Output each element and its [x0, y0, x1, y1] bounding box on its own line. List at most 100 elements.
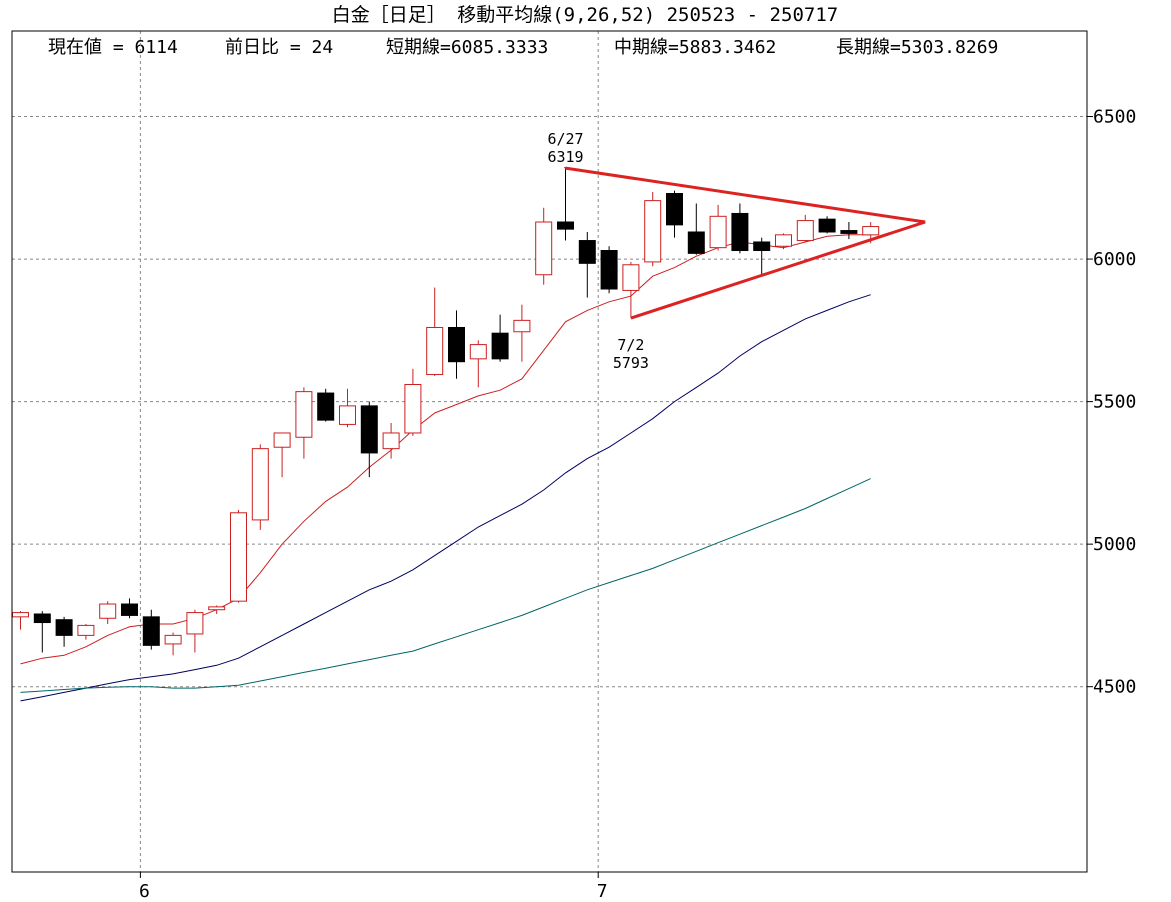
y-tick-label: 6500 [1093, 107, 1136, 128]
annotation-date: 7/2 [617, 336, 644, 354]
candle-body [230, 512, 247, 602]
candle [513, 304, 531, 362]
candle [77, 623, 95, 640]
triangle-upper-line [565, 166, 926, 224]
candle-body [775, 234, 792, 247]
candle [142, 609, 160, 650]
x-tick-label: 7 [597, 881, 608, 902]
moving-average-lines [20, 234, 871, 702]
candle-body [360, 405, 378, 454]
candle-body [731, 212, 749, 252]
candle-body [77, 624, 95, 636]
candle [121, 598, 138, 619]
candle [622, 261, 640, 319]
candle-body [557, 221, 574, 230]
candle-body [121, 603, 138, 616]
candle-body [622, 264, 640, 291]
candle-body [426, 326, 444, 376]
candle-body [818, 218, 836, 233]
candle-body [251, 448, 269, 521]
candle-body [753, 241, 771, 252]
candle-body [513, 319, 531, 333]
candle-body [12, 612, 29, 618]
candle-body [33, 613, 51, 624]
info-line: 現在値 = 6114 前日比 = 24 短期線=6085.3333 中期線=58… [48, 37, 998, 58]
candle [164, 632, 182, 656]
candle [55, 616, 73, 647]
candle [404, 368, 422, 436]
candle-body [796, 220, 814, 242]
candle [360, 401, 378, 478]
candle-body [578, 240, 596, 264]
candle [731, 203, 749, 254]
candle-body [448, 326, 465, 363]
candle-body [709, 215, 727, 249]
candle [796, 214, 814, 242]
plot-frame [11, 30, 1088, 873]
candle-body [644, 200, 662, 263]
candle [426, 287, 444, 376]
candle [448, 310, 465, 379]
y-axis: 4500 5000 5500 6000 6500 [1087, 107, 1136, 698]
candle-body [208, 606, 226, 611]
chart-title: 白金［日足］ 移動平均線(9,26,52) 250523 - 250717 [332, 4, 838, 26]
candle [230, 509, 247, 603]
candle [12, 611, 29, 630]
candle-body [142, 616, 160, 646]
mid-ma-label: 中期線=5883.3462 [614, 37, 776, 58]
candle [295, 387, 313, 459]
x-tick-label: 6 [139, 881, 150, 902]
candle-body [382, 432, 400, 450]
candle [775, 233, 792, 250]
short-ma-label: 短期線=6085.3333 [386, 37, 548, 58]
candle-body [164, 634, 182, 645]
candle-body [600, 250, 618, 290]
candle-body [469, 344, 487, 360]
annotation-date: 6/27 [547, 130, 583, 148]
candle [339, 388, 356, 428]
candle [600, 246, 618, 294]
candle [491, 314, 509, 362]
annotation-price: 6319 [547, 148, 583, 166]
candle [382, 422, 400, 459]
candle-body [840, 230, 858, 234]
candle-body [535, 221, 553, 276]
candle-body [273, 432, 291, 448]
candle [666, 190, 683, 238]
triangle-lower-line [630, 220, 926, 320]
candle [840, 222, 858, 240]
candle [273, 432, 291, 478]
candle [535, 207, 553, 285]
candle-body [491, 332, 509, 360]
candle [644, 192, 662, 267]
triangle-pattern [564, 166, 926, 320]
candle [709, 204, 727, 251]
candle-body [317, 392, 335, 421]
change-label: 前日比 = 24 [225, 37, 333, 58]
candle-body [666, 192, 683, 226]
candle [557, 168, 574, 241]
candle-body [339, 405, 356, 425]
candle-body [862, 226, 880, 236]
mid-ma-line [20, 294, 871, 702]
y-tick-label: 5000 [1093, 534, 1136, 555]
y-tick-label: 6000 [1093, 249, 1136, 270]
current-value-label: 現在値 = 6114 [48, 37, 178, 58]
candlesticks [12, 168, 880, 656]
long-ma-line [20, 478, 871, 693]
candle [469, 340, 487, 388]
candle [186, 609, 204, 653]
annotation-price: 5793 [613, 354, 649, 372]
candle-body [295, 391, 313, 438]
candle [99, 601, 117, 624]
candle [687, 203, 705, 255]
candle [317, 388, 335, 422]
candle [33, 611, 51, 653]
candle-body [404, 384, 422, 434]
candle [578, 231, 596, 298]
candle-body [186, 612, 204, 635]
candle [818, 216, 836, 234]
candle-body [55, 619, 73, 636]
